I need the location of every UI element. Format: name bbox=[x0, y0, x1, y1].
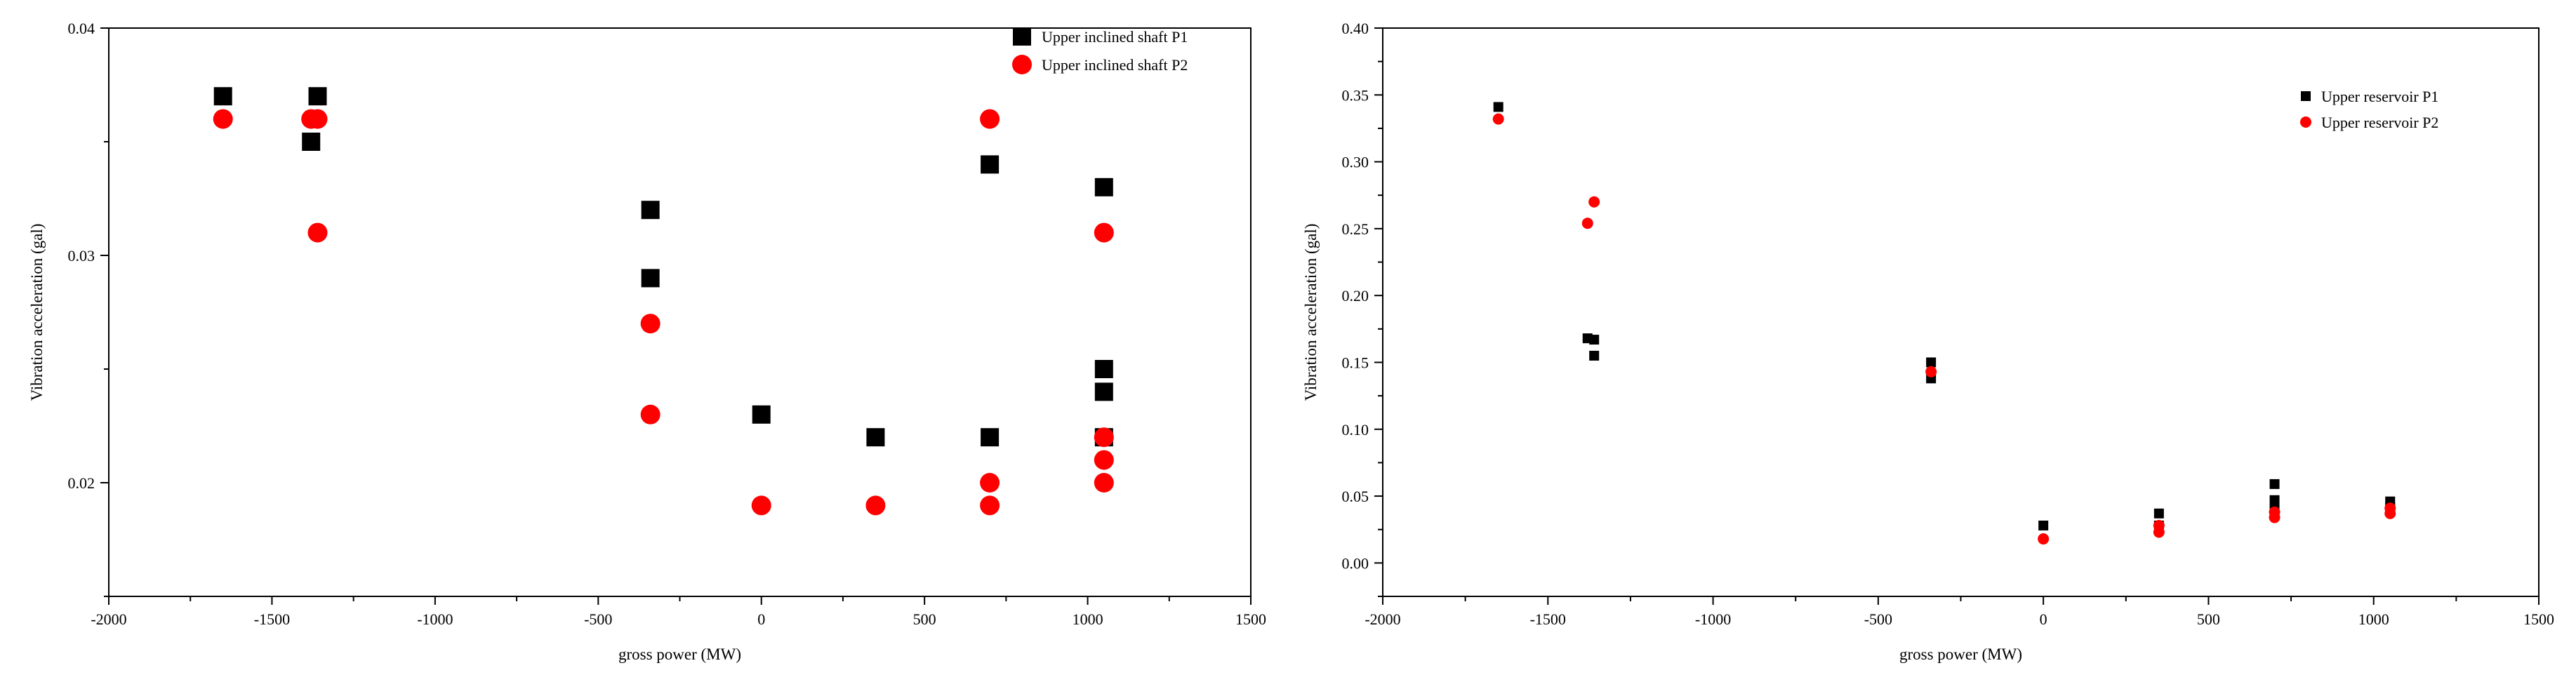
chart1-series1-point bbox=[1925, 366, 1937, 377]
chart0-series1-point bbox=[1094, 427, 1114, 448]
chart0-series1-point bbox=[980, 109, 1000, 129]
chart0-series0-point bbox=[641, 201, 660, 220]
chart1-series0-point bbox=[2269, 495, 2280, 505]
chart0-x-tick-label: -2000 bbox=[91, 610, 126, 628]
chart1-legend-label-1: Upper reservoir P2 bbox=[2321, 114, 2438, 131]
chart1-legend-marker-1 bbox=[2300, 116, 2311, 128]
chart0-y-tick-label: 0.03 bbox=[68, 247, 95, 265]
chart1-series1-point bbox=[1492, 113, 1504, 125]
chart1-x-tick-label: -1500 bbox=[1530, 610, 1566, 628]
chart1-series0-point bbox=[1589, 335, 1600, 345]
chart0-series0-point bbox=[866, 428, 885, 447]
chart1-series1-point bbox=[2269, 511, 2280, 523]
chart0-series0-point bbox=[213, 87, 232, 106]
chart1-y-tick-label: 0.40 bbox=[1342, 20, 1369, 37]
chart0-series0-point bbox=[1094, 360, 1113, 378]
chart1-x-tick-label: 1000 bbox=[2358, 610, 2389, 628]
chart1-x-tick-label: -1000 bbox=[1695, 610, 1731, 628]
chart1-x-tick-label: 1500 bbox=[2523, 610, 2554, 628]
chart1-x-tick-label: 0 bbox=[2040, 610, 2047, 628]
chart0-series1-point bbox=[751, 495, 771, 516]
chart0-series1-point bbox=[980, 495, 1000, 516]
chart0-series0-point bbox=[302, 133, 321, 151]
chart1-y-tick-label: 0.15 bbox=[1342, 354, 1369, 371]
chart0-y-axis-title: Vibration acceleration (gal) bbox=[28, 224, 46, 401]
chart1-y-tick-label: 0.30 bbox=[1342, 154, 1369, 171]
chart0-x-tick-label: -500 bbox=[584, 610, 612, 628]
chart1-legend-marker-0 bbox=[2301, 91, 2311, 101]
chart0-x-tick-label: 1500 bbox=[1235, 610, 1266, 628]
chart0-series0-point bbox=[981, 155, 1000, 174]
chart0-x-tick-label: -1500 bbox=[254, 610, 290, 628]
chart0-y-tick-label: 0.02 bbox=[68, 474, 95, 492]
chart1-y-tick-label: 0.20 bbox=[1342, 287, 1369, 305]
chart1-series1-point bbox=[2153, 526, 2165, 538]
chart0-series1-point bbox=[640, 404, 660, 424]
chart0-x-axis-title: gross power (MW) bbox=[618, 645, 741, 663]
chart1-series0-point bbox=[1926, 357, 1937, 368]
chart0-series1-point bbox=[307, 109, 328, 129]
chart0-legend-label-0: Upper inclined shaft P1 bbox=[1042, 28, 1188, 46]
chart0-legend-label-1: Upper inclined shaft P2 bbox=[1042, 56, 1188, 74]
chart0-legend-marker-0 bbox=[1013, 27, 1031, 46]
chart1-y-tick-label: 0.25 bbox=[1342, 220, 1369, 238]
chart0-x-tick-label: 1000 bbox=[1073, 610, 1103, 628]
chart0-series1-point bbox=[1094, 473, 1114, 493]
chart1-y-tick-label: 0.05 bbox=[1342, 488, 1369, 505]
chart0-legend-marker-1 bbox=[1012, 55, 1032, 74]
chart1-series0-point bbox=[2153, 508, 2164, 519]
chart0-series1-point bbox=[865, 495, 886, 516]
chart0-series0-point bbox=[1094, 382, 1113, 401]
chart0-series1-point bbox=[1094, 222, 1114, 243]
chart0-series0-point bbox=[1094, 178, 1113, 196]
chart0-series0-point bbox=[752, 405, 771, 424]
chart0-series0-point bbox=[641, 269, 660, 288]
chart1-y-tick-label: 0.10 bbox=[1342, 421, 1369, 439]
chart-left-svg: -2000 -1500 -1000 -500 0 500 1000 1500 0.02 0.03 0… bbox=[28, 20, 1266, 663]
chart0-series1-point bbox=[307, 222, 328, 243]
chart1-x-tick-label: -2000 bbox=[1365, 610, 1400, 628]
chart0-x-tick-label: 500 bbox=[913, 610, 936, 628]
chart1-series0-point bbox=[1493, 102, 1503, 112]
chart1-y-tick-label: 0.00 bbox=[1342, 554, 1369, 572]
chart-left: -2000 -1500 -1000 -500 0 500 1000 1500 0.02 0.03 0… bbox=[28, 20, 1266, 663]
chart1-x-tick-label: 500 bbox=[2197, 610, 2220, 628]
chart0-series1-point bbox=[980, 473, 1000, 493]
chart0-plot-frame bbox=[108, 27, 1252, 597]
chart1-series1-point bbox=[1581, 218, 1593, 229]
chart0-series1-point bbox=[213, 109, 233, 129]
chart0-x-tick-label: -1000 bbox=[417, 610, 453, 628]
chart0-series1-point bbox=[640, 314, 660, 334]
chart1-series0-point bbox=[1589, 350, 1600, 361]
chart1-series1-point bbox=[2038, 533, 2050, 545]
chart0-series1-point bbox=[1094, 450, 1114, 470]
chart1-legend-label-0: Upper reservoir P1 bbox=[2321, 88, 2438, 105]
chart0-x-tick-label: 0 bbox=[757, 610, 765, 628]
chart-right: -2000 -1500 -1000 -500 0 500 1000 1500 0.00 0.05 0… bbox=[1288, 0, 2576, 689]
chart1-series0-point bbox=[2038, 520, 2049, 530]
chart0-y-tick-label: 0.04 bbox=[68, 20, 95, 37]
chart-right-svg: -2000 -1500 -1000 -500 0 500 1000 1500 0.00 0.05 0… bbox=[1302, 20, 2554, 663]
chart1-y-tick-label: 0.35 bbox=[1342, 86, 1369, 104]
chart1-y-axis-title: Vibration acceleration (gal) bbox=[1302, 224, 1320, 401]
chart1-x-tick-label: -500 bbox=[1864, 610, 1892, 628]
chart0-series0-point bbox=[308, 87, 327, 106]
chart0-series0-point bbox=[981, 428, 1000, 447]
chart1-series1-point bbox=[2384, 507, 2396, 519]
chart1-series1-point bbox=[1588, 196, 1600, 208]
chart1-series0-point bbox=[2269, 479, 2280, 489]
chart1-x-axis-title: gross power (MW) bbox=[1899, 645, 2022, 663]
